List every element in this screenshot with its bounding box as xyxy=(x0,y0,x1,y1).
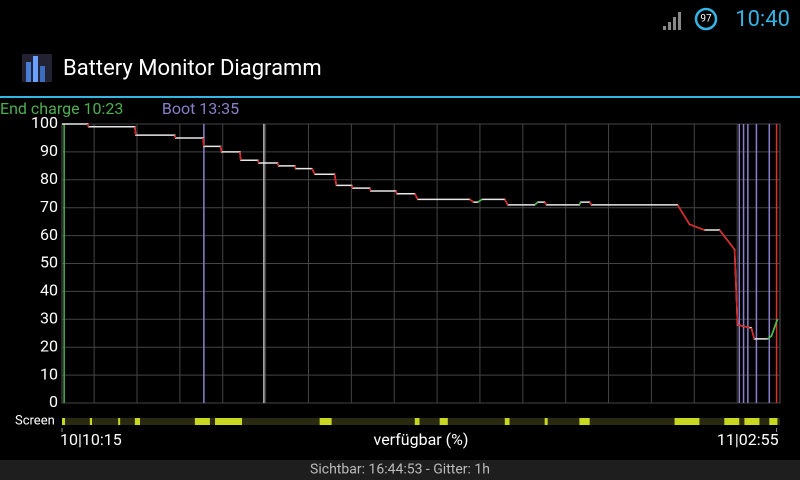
divider xyxy=(0,96,800,98)
screen-on xyxy=(504,418,510,425)
trend-segment xyxy=(504,198,509,206)
screen-on xyxy=(134,418,141,425)
screen-on xyxy=(414,418,420,425)
x-tick-label: 11|02:55 xyxy=(717,430,779,449)
trend-segment xyxy=(737,324,750,329)
screen-on xyxy=(579,418,590,425)
y-tick-label: 90 xyxy=(40,141,58,160)
trend-segment xyxy=(219,146,223,153)
trend-segment xyxy=(767,335,772,340)
trend-segment xyxy=(589,201,593,206)
app-icon[interactable] xyxy=(22,54,52,82)
y-tick-label: 60 xyxy=(40,225,58,244)
trend-segment xyxy=(544,201,548,206)
screen-on xyxy=(89,418,93,425)
screen-on xyxy=(62,418,66,425)
screen-on xyxy=(319,418,332,425)
y-tick-label: 40 xyxy=(40,281,58,300)
trend-segment xyxy=(333,174,338,186)
x-axis-label: verfügbar (%) xyxy=(374,430,469,449)
screen-on xyxy=(744,418,760,425)
trend-segment xyxy=(395,190,398,194)
clock: 10:40 xyxy=(735,7,790,32)
trend-segment xyxy=(534,201,539,206)
trend-segment xyxy=(414,193,419,200)
trend-segment xyxy=(311,168,316,175)
trend-segment xyxy=(369,187,372,192)
trend-segment xyxy=(257,160,260,164)
screen-strip xyxy=(62,418,780,425)
trend-segment xyxy=(676,204,691,225)
battery-level: 97 xyxy=(700,14,712,25)
trend-segment xyxy=(689,223,705,231)
trend-segment xyxy=(718,229,736,251)
trend-segment xyxy=(770,319,779,337)
screen-on xyxy=(544,418,548,425)
trend-segment xyxy=(276,162,280,167)
screen-on xyxy=(215,418,243,425)
signal-icon xyxy=(663,12,681,30)
event-label: Boot 13:35 xyxy=(162,99,239,118)
y-tick-label: 20 xyxy=(40,336,58,355)
y-tick-label: 10 xyxy=(40,364,58,383)
y-tick-label: 100 xyxy=(31,113,58,132)
x-tick-label: 10|10:15 xyxy=(60,430,122,449)
screen-on xyxy=(769,418,778,425)
trend-segment xyxy=(351,185,354,189)
footer-text: Sichtbar: 16:44:53 - Gitter: 1h xyxy=(310,462,490,478)
trend-segment xyxy=(733,249,739,325)
battery-icon xyxy=(694,7,718,31)
event-label: End charge 10:23 xyxy=(0,99,123,118)
trend-segment xyxy=(477,198,483,203)
screen-on xyxy=(674,418,700,425)
trend-segment xyxy=(469,198,474,203)
trend-segment xyxy=(202,137,205,147)
y-tick-label: 0 xyxy=(49,392,58,411)
screen-on xyxy=(724,418,740,425)
y-tick-label: 70 xyxy=(40,197,58,216)
trend-segment xyxy=(239,151,242,161)
footer-bar xyxy=(0,460,800,480)
y-tick-label: 80 xyxy=(40,169,58,188)
trend-segment xyxy=(87,123,90,128)
y-tick-label: 30 xyxy=(40,309,58,328)
trend-segment xyxy=(750,327,756,340)
trend-segment xyxy=(174,134,177,139)
screen-label: Screen xyxy=(15,413,55,428)
app-title: Battery Monitor Diagramm xyxy=(63,56,322,81)
trend-segment xyxy=(134,126,137,136)
screen-on xyxy=(194,418,210,425)
trend-segment xyxy=(578,201,582,206)
y-tick-label: 50 xyxy=(40,253,58,272)
screen-on xyxy=(439,418,448,425)
trend-segment xyxy=(294,165,297,169)
screen-on xyxy=(118,418,121,425)
